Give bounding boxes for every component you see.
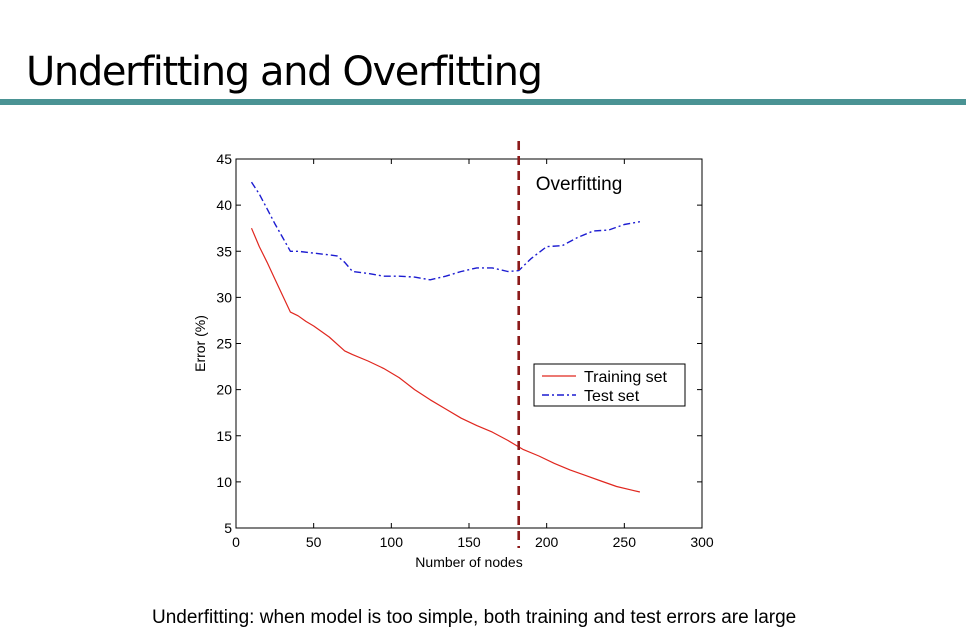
series-layer	[250, 181, 641, 493]
overfitting-annotation: Overfitting	[536, 174, 623, 195]
x-tick-label: 100	[380, 534, 404, 550]
training-set-line	[250, 227, 641, 493]
y-axis-label: Error (%)	[192, 315, 208, 372]
legend-label-test: Test set	[584, 388, 640, 405]
x-tick-label: 0	[232, 534, 240, 550]
title-divider	[0, 99, 966, 105]
y-tick-label: 35	[216, 243, 232, 259]
y-tick-label: 5	[224, 520, 232, 536]
y-tick-label: 15	[216, 428, 232, 444]
y-tick-label: 30	[216, 289, 232, 305]
y-tick-label: 40	[216, 197, 232, 213]
x-tick-label: 50	[306, 534, 322, 550]
y-tick-label: 25	[216, 336, 232, 352]
legend: Training set Test set	[533, 363, 686, 407]
legend-box	[533, 363, 686, 407]
y-tick-label: 10	[216, 474, 232, 490]
x-axis-label: Number of nodes	[415, 554, 522, 570]
y-tick-label: 45	[216, 151, 232, 167]
slide-title: Underfitting and Overfitting	[26, 49, 543, 95]
x-tick-label: 250	[613, 534, 637, 550]
slide-caption: Underfitting: when model is too simple, …	[152, 607, 797, 628]
y-tick-label: 20	[216, 382, 232, 398]
test-set-line	[250, 181, 641, 281]
plot-frame	[235, 158, 703, 529]
x-tick-label: 300	[690, 534, 714, 550]
axis-ticks: 0 50 100 150 200 250 300 5 10 15 20 25 30 35 40 45	[216, 151, 713, 550]
legend-label-training: Training set	[584, 369, 668, 386]
x-tick-label: 150	[457, 534, 481, 550]
x-tick-label: 200	[535, 534, 559, 550]
